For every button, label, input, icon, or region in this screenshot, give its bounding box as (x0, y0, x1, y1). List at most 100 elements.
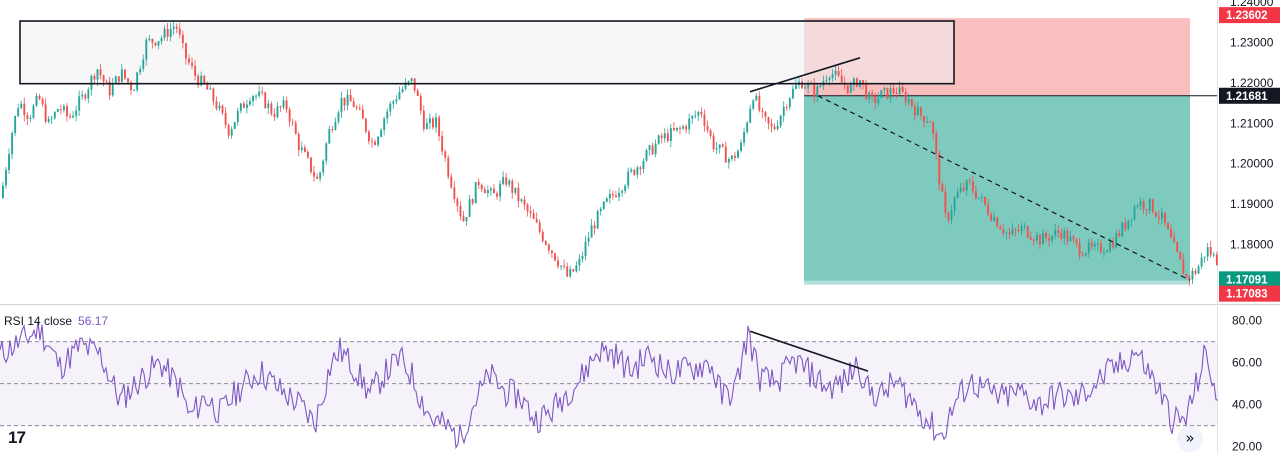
candle[interactable] (749, 108, 752, 123)
candle[interactable] (1093, 244, 1096, 247)
candle[interactable] (724, 146, 727, 163)
candle[interactable] (99, 69, 102, 76)
candle[interactable] (880, 90, 883, 99)
candle[interactable] (703, 114, 706, 126)
candle[interactable] (227, 124, 230, 136)
candle[interactable] (1026, 225, 1029, 238)
candle[interactable] (581, 255, 584, 259)
candle[interactable] (114, 76, 117, 84)
candle[interactable] (1200, 257, 1203, 267)
candle[interactable] (53, 111, 56, 119)
candle[interactable] (56, 109, 59, 112)
candle[interactable] (364, 118, 367, 132)
candle[interactable] (727, 159, 730, 163)
candle[interactable] (920, 107, 922, 116)
candle[interactable] (578, 258, 581, 266)
candle[interactable] (846, 85, 849, 93)
candle[interactable] (249, 100, 251, 105)
candle[interactable] (69, 116, 71, 118)
candle[interactable] (901, 87, 904, 92)
candle[interactable] (236, 110, 239, 123)
candle[interactable] (490, 188, 492, 191)
candle[interactable] (618, 192, 620, 197)
candle[interactable] (938, 153, 941, 185)
candle[interactable] (538, 222, 541, 232)
candle[interactable] (185, 43, 187, 59)
candle[interactable] (261, 91, 264, 93)
candle[interactable] (465, 217, 468, 222)
candle[interactable] (968, 180, 971, 182)
candle[interactable] (368, 131, 370, 142)
candle[interactable] (191, 62, 193, 66)
candle[interactable] (96, 69, 99, 80)
candle[interactable] (706, 125, 709, 131)
candle[interactable] (883, 87, 886, 91)
candle[interactable] (520, 199, 523, 202)
candle[interactable] (480, 184, 483, 190)
candle[interactable] (178, 28, 181, 35)
candle[interactable] (255, 95, 258, 97)
candle[interactable] (1173, 237, 1176, 243)
candle[interactable] (956, 192, 959, 198)
candle[interactable] (432, 118, 434, 128)
candle[interactable] (169, 28, 172, 37)
rsi-axis[interactable]: 80.00 60.00 40.00 20.00 (1232, 314, 1262, 453)
candle[interactable] (1014, 229, 1017, 231)
candle[interactable] (554, 253, 556, 261)
candle[interactable] (1118, 233, 1121, 236)
candle[interactable] (505, 177, 508, 185)
candle[interactable] (471, 199, 474, 204)
candle[interactable] (456, 198, 459, 206)
candle[interactable] (429, 118, 431, 124)
candle[interactable] (1100, 243, 1102, 253)
candle[interactable] (215, 101, 218, 109)
candle[interactable] (1045, 232, 1047, 238)
candle[interactable] (444, 151, 447, 158)
candle[interactable] (923, 115, 925, 123)
candle[interactable] (1048, 237, 1051, 241)
projection-line[interactable] (817, 95, 1191, 281)
candle[interactable] (1096, 243, 1099, 245)
candle[interactable] (666, 133, 669, 141)
candle[interactable] (438, 117, 441, 137)
candle[interactable] (2, 185, 4, 199)
candle[interactable] (593, 225, 596, 229)
candle[interactable] (1148, 199, 1151, 211)
candle[interactable] (313, 172, 315, 177)
candle[interactable] (523, 199, 526, 205)
candle[interactable] (499, 183, 502, 197)
candle[interactable] (462, 216, 465, 222)
candle[interactable] (1081, 255, 1084, 257)
candle[interactable] (1072, 236, 1075, 240)
candle[interactable] (361, 109, 364, 119)
candle[interactable] (752, 100, 755, 109)
candle[interactable] (5, 169, 7, 186)
candle[interactable] (1017, 230, 1020, 232)
candle[interactable] (23, 103, 26, 116)
candle[interactable] (971, 181, 974, 192)
candle[interactable] (932, 122, 935, 134)
candle[interactable] (124, 69, 126, 79)
candle[interactable] (1005, 232, 1008, 234)
candle[interactable] (188, 58, 190, 63)
candle[interactable] (75, 110, 78, 116)
candle[interactable] (862, 80, 864, 84)
candle[interactable] (279, 106, 282, 108)
candle[interactable] (224, 112, 227, 125)
candle[interactable] (673, 128, 675, 131)
candle[interactable] (557, 260, 559, 267)
candle[interactable] (785, 106, 788, 108)
candle[interactable] (233, 122, 236, 129)
candle[interactable] (547, 244, 550, 251)
candle[interactable] (965, 180, 968, 191)
candle[interactable] (685, 126, 688, 130)
resistance-box[interactable] (19, 20, 955, 85)
candle[interactable] (496, 193, 498, 197)
candle[interactable] (294, 122, 297, 135)
candle[interactable] (380, 130, 383, 137)
price-badge[interactable] (1219, 271, 1280, 288)
candle[interactable] (1142, 201, 1145, 210)
candle[interactable] (624, 185, 627, 191)
candle[interactable] (453, 187, 456, 199)
candle[interactable] (163, 28, 166, 38)
